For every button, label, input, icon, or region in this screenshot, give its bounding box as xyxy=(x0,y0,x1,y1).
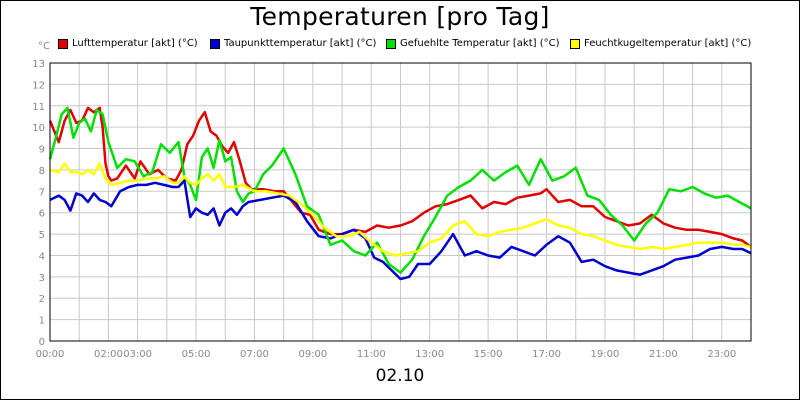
legend-item-taupunkttemperatur: Taupunkttemperatur [akt] (°C) xyxy=(210,38,376,49)
legend-swatch xyxy=(58,38,68,49)
y-tick-label: 5 xyxy=(39,230,45,241)
x-tick-label: 09:00 xyxy=(298,349,327,360)
x-tick-label: 07:00 xyxy=(240,349,269,360)
y-tick-label: 4 xyxy=(39,251,45,262)
y-tick-label: 3 xyxy=(39,273,45,284)
legend-swatch xyxy=(210,38,220,49)
legend-item-gefuehlte-temperatur: Gefuehlte Temperatur [akt] (°C) xyxy=(386,38,559,49)
legend-label: Feuchtkugeltemperatur [akt] (°C) xyxy=(584,38,752,49)
y-tick-label: 8 xyxy=(39,166,45,177)
x-axis-label: 02.10 xyxy=(375,366,425,386)
y-tick-label: 13 xyxy=(32,59,45,70)
series-line-2 xyxy=(48,106,752,274)
y-tick-label: 2 xyxy=(39,294,45,305)
y-tick-label: 12 xyxy=(32,80,45,91)
legend-label: Taupunkttemperatur [akt] (°C) xyxy=(224,38,377,49)
y-tick-label: 11 xyxy=(32,102,45,113)
legend-swatch xyxy=(386,38,396,49)
chart-title: Temperaturen [pro Tag] xyxy=(250,2,550,31)
legend-item-lufttemperatur: Lufttemperatur [akt] (°C) xyxy=(58,38,198,49)
y-tick-label: 0 xyxy=(39,337,45,348)
x-tick-label: 03:00 xyxy=(123,349,152,360)
x-tick-label: 11:00 xyxy=(357,349,386,360)
y-tick-label: 9 xyxy=(39,145,45,156)
y-tick-label: 10 xyxy=(32,123,45,134)
x-tick-label: 13:00 xyxy=(415,349,444,360)
y-tick-label: 1 xyxy=(39,316,45,327)
series-line-0 xyxy=(48,106,752,248)
x-tick-label: 02:00 xyxy=(94,349,123,360)
x-tick-label: 05:00 xyxy=(182,349,211,360)
x-tick-label: 00:00 xyxy=(36,349,65,360)
series-line-3 xyxy=(49,162,752,257)
x-tick-label: 17:00 xyxy=(532,349,561,360)
legend-label: Gefuehlte Temperatur [akt] (°C) xyxy=(400,38,560,49)
plot-border xyxy=(49,62,752,342)
x-tick-label: 19:00 xyxy=(591,349,620,360)
x-tick-label: 21:00 xyxy=(649,349,678,360)
legend-label: Lufttemperatur [akt] (°C) xyxy=(72,38,198,49)
x-tick-label: 15:00 xyxy=(474,349,503,360)
legend-item-feuchtkugeltemperatur: Feuchtkugeltemperatur [akt] (°C) xyxy=(570,38,751,49)
legend-swatch xyxy=(570,38,580,49)
y-axis-unit: °C xyxy=(38,41,50,52)
y-tick-label: 6 xyxy=(39,209,45,220)
y-tick-label: 7 xyxy=(39,187,45,198)
x-tick-label: 23:00 xyxy=(707,349,736,360)
